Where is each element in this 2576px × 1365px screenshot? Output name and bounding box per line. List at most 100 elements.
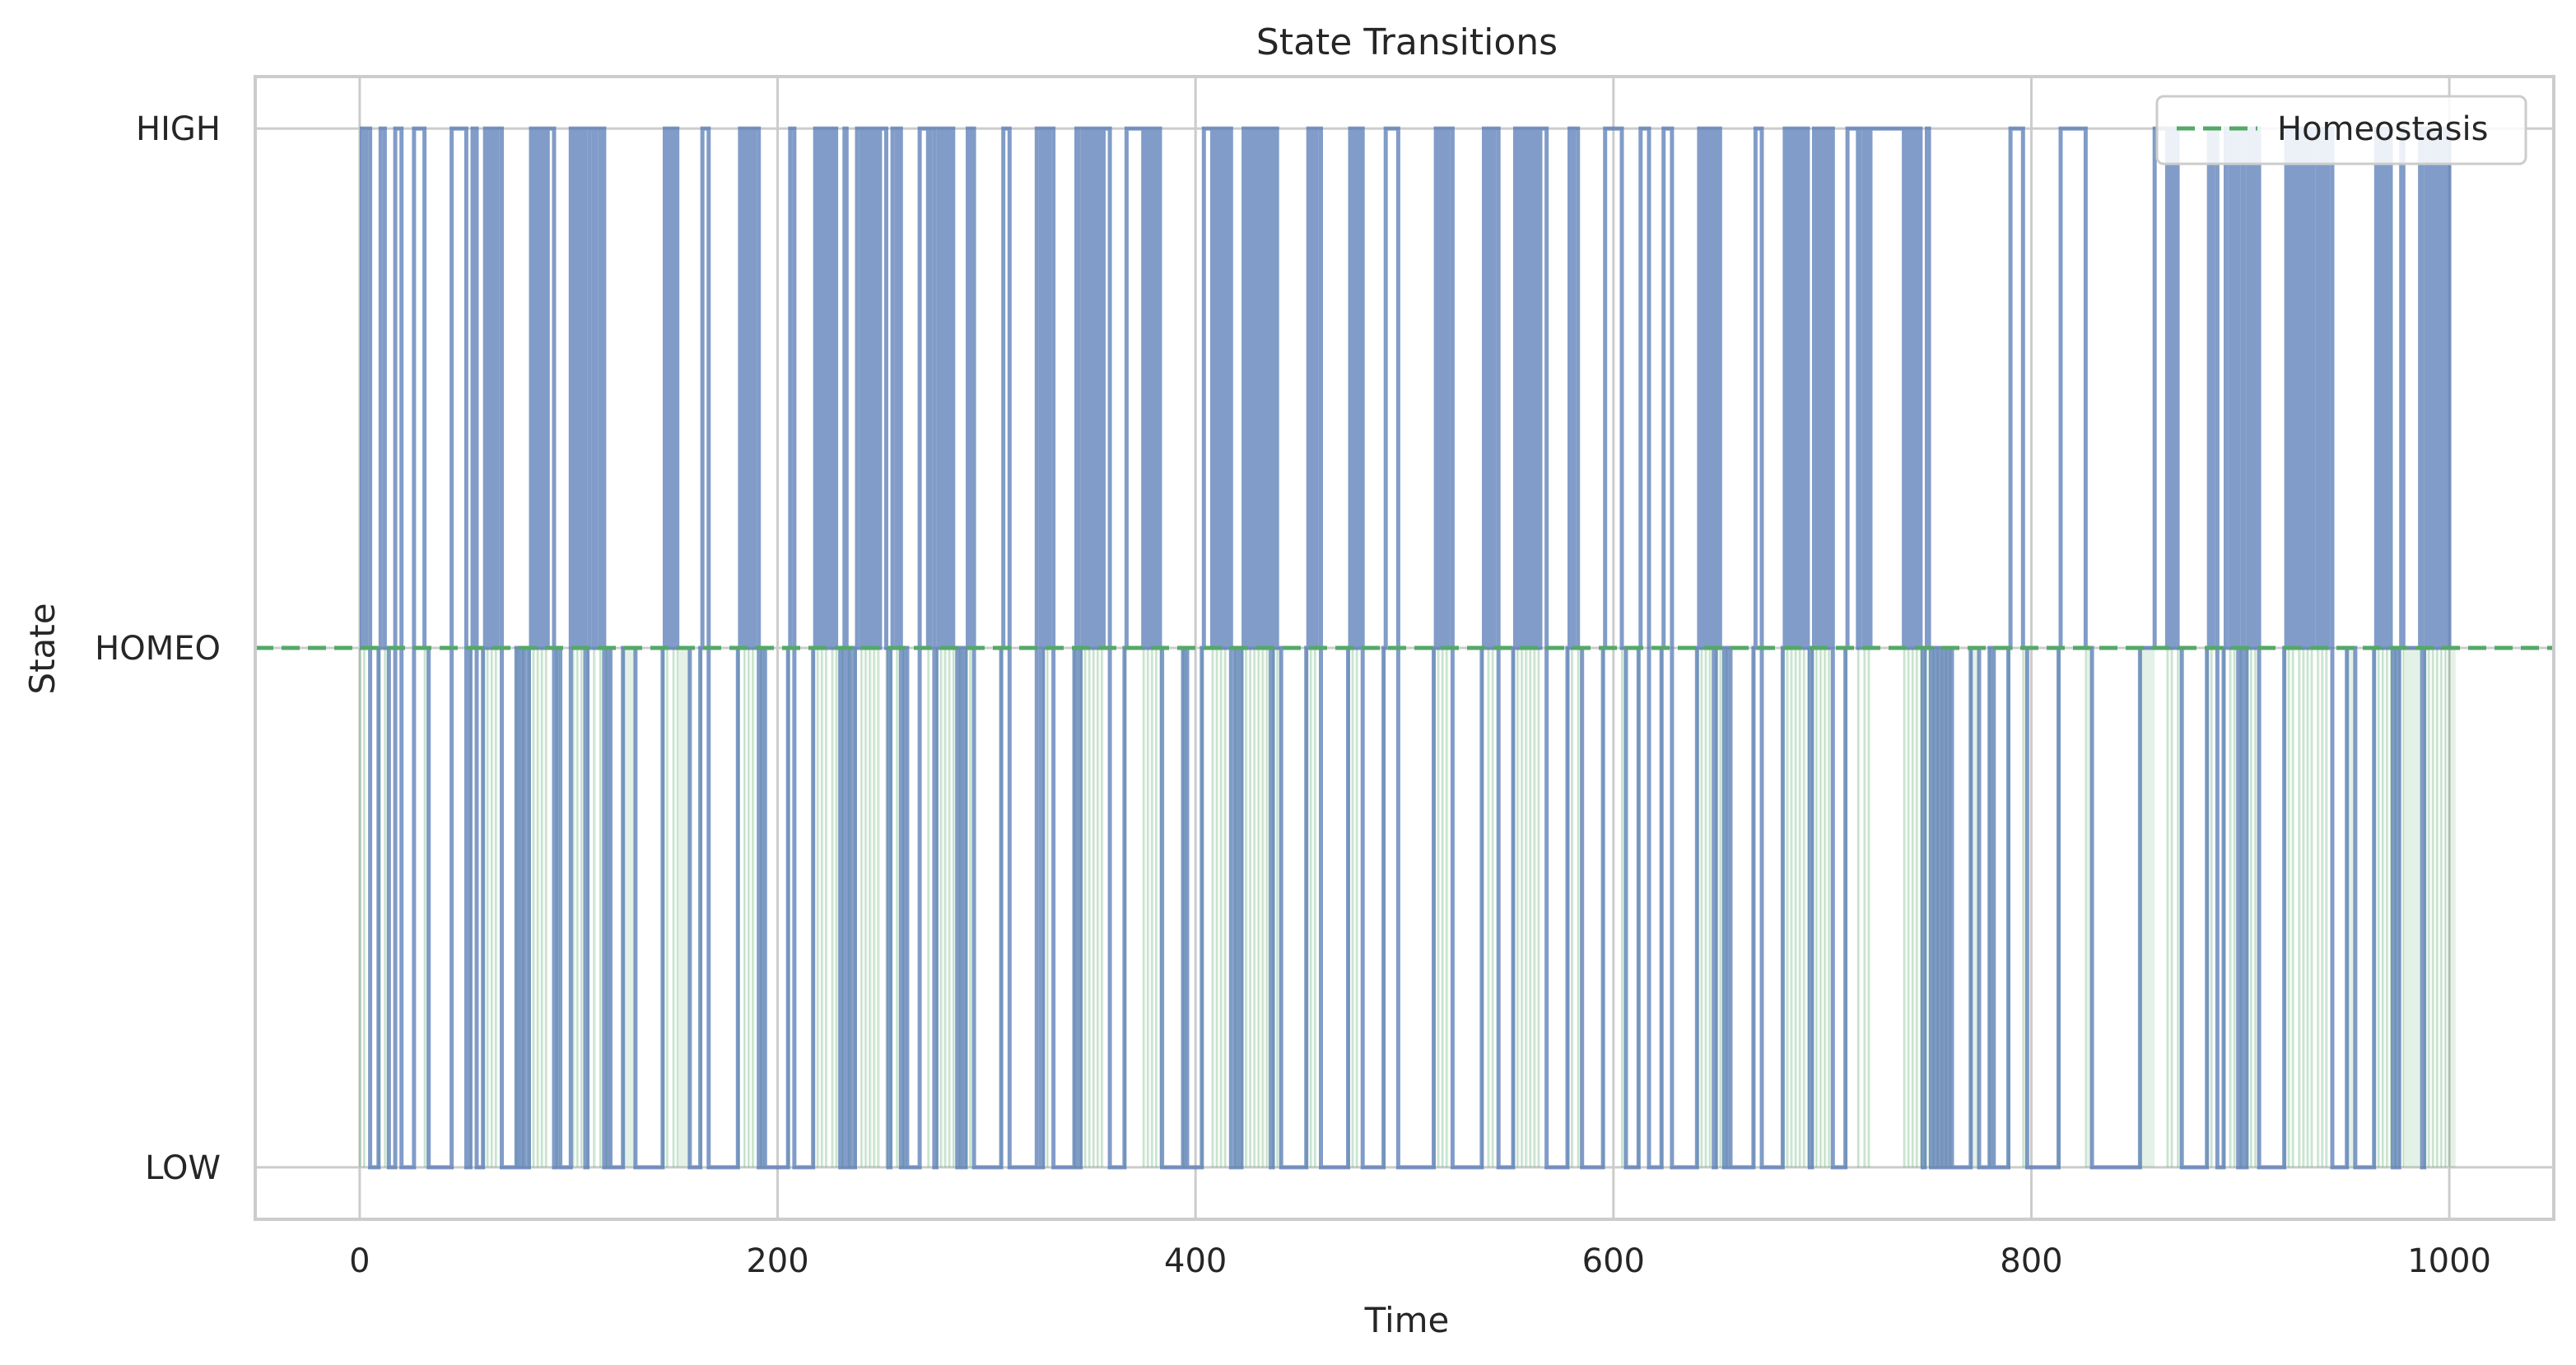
homeostasis-fill-span bbox=[359, 648, 362, 1167]
homeostasis-fill-span bbox=[1250, 648, 1252, 1167]
homeostasis-fill-span bbox=[1258, 648, 1260, 1167]
x-axis-ticks: 0 200 400 600 800 1000 bbox=[349, 1242, 2491, 1280]
homeostasis-fill-span bbox=[1970, 648, 1979, 1167]
homeostasis-fill-span bbox=[1538, 648, 1540, 1167]
homeostasis-fill-span bbox=[1828, 648, 1831, 1167]
homeostasis-fill-span bbox=[1262, 648, 1265, 1167]
homeostasis-fill-span bbox=[2403, 648, 2420, 1167]
homeostasis-fill-span bbox=[2292, 648, 2295, 1167]
homeostasis-fill-span bbox=[944, 648, 948, 1167]
homeostasis-fill-span bbox=[487, 648, 490, 1167]
homeostasis-fill-span bbox=[667, 648, 669, 1167]
homeostasis-fill-span bbox=[572, 648, 575, 1167]
homeostasis-fill-span bbox=[1155, 648, 1158, 1167]
homeostasis-fill-span bbox=[1446, 648, 1449, 1167]
homeostasis-fill-span bbox=[2317, 648, 2320, 1167]
homeostasis-fill-span bbox=[2178, 648, 2182, 1167]
homeostasis-fill-span bbox=[576, 648, 580, 1167]
homeostasis-fill-span bbox=[2250, 648, 2253, 1167]
homeostasis-fill-span bbox=[1989, 648, 1994, 1167]
y-tick-label: LOW bbox=[145, 1149, 221, 1187]
homeostasis-fill-span bbox=[1799, 648, 1802, 1167]
homeostasis-fill-span bbox=[2234, 648, 2237, 1167]
homeostasis-fill-span bbox=[1216, 648, 1219, 1167]
homeostasis-fill-span bbox=[1786, 648, 1790, 1167]
homeostasis-fill-span bbox=[953, 648, 957, 1167]
homeostasis-fill-span bbox=[825, 648, 828, 1167]
homeostasis-fill-span bbox=[928, 648, 930, 1167]
homeostasis-fill-span bbox=[902, 648, 907, 1167]
x-tick-label: 600 bbox=[1582, 1242, 1645, 1280]
homeostasis-fill-span bbox=[2440, 648, 2443, 1167]
homeostasis-fill-span bbox=[1534, 648, 1536, 1167]
homeostasis-fill-span bbox=[1224, 648, 1227, 1167]
homeostasis-fill-span bbox=[1726, 648, 1731, 1167]
homeostasis-fill-span bbox=[1709, 648, 1712, 1167]
homeostasis-fill-span bbox=[2167, 648, 2169, 1167]
homeostasis-fill-span bbox=[673, 648, 676, 1167]
homeostasis-fill-span bbox=[1151, 648, 1154, 1167]
homeostasis-fill-span bbox=[1097, 648, 1100, 1167]
homeostasis-fill-span bbox=[2311, 648, 2314, 1167]
homeostasis-fill-span bbox=[1246, 648, 1248, 1167]
homeostasis-fill-span bbox=[1705, 648, 1708, 1167]
homeostasis-fill-span bbox=[1488, 648, 1491, 1167]
homeostasis-fill-span bbox=[2210, 648, 2214, 1167]
x-tick-label: 0 bbox=[349, 1242, 370, 1280]
homeostasis-fill-span bbox=[1803, 648, 1806, 1167]
homeostasis-fill-span bbox=[2322, 648, 2324, 1167]
homeostasis-fill-span bbox=[897, 648, 899, 1167]
y-tick-label: HIGH bbox=[136, 110, 221, 148]
homeostasis-fill-span bbox=[2303, 648, 2305, 1167]
homeostasis-fill-span bbox=[2307, 648, 2310, 1167]
homeostasis-fill-span bbox=[599, 648, 603, 1167]
homeostasis-fill-span bbox=[831, 648, 835, 1167]
homeostasis-fill-span bbox=[1356, 648, 1359, 1167]
y-axis-ticks: LOW HOMEO HIGH bbox=[95, 110, 221, 1187]
homeostasis-fill-span bbox=[752, 648, 755, 1167]
homeostasis-fill-span bbox=[556, 648, 561, 1167]
homeostasis-fill-span bbox=[1916, 648, 1919, 1167]
homeostasis-fill-span bbox=[424, 648, 429, 1167]
homeostasis-fill-span bbox=[1212, 648, 1215, 1167]
x-axis-label: Time bbox=[1364, 1300, 1450, 1340]
homeostasis-fill-span bbox=[2171, 648, 2174, 1167]
homeostasis-fill-span bbox=[1492, 648, 1495, 1167]
homeostasis-fill-span bbox=[1530, 648, 1532, 1167]
homeostasis-fill-span bbox=[1442, 648, 1445, 1167]
homeostasis-fill-span bbox=[1816, 648, 1819, 1167]
homeostasis-fill-span bbox=[1526, 648, 1528, 1167]
homeostasis-fill-span bbox=[2288, 648, 2291, 1167]
homeostasis-fill-span bbox=[545, 648, 548, 1167]
homeostasis-fill-span bbox=[2436, 648, 2439, 1167]
homeostasis-fill-span bbox=[2386, 648, 2389, 1167]
homeostasis-fill-span bbox=[1864, 648, 1866, 1167]
homeostasis-fill-span bbox=[580, 648, 584, 1167]
homeostasis-fill-span bbox=[594, 648, 596, 1167]
homeostasis-fill-span bbox=[1143, 648, 1146, 1167]
homeostasis-fill-span bbox=[1314, 648, 1317, 1167]
homeostasis-fill-span bbox=[533, 648, 536, 1167]
homeostasis-fill-span bbox=[2255, 648, 2257, 1167]
homeostasis-fill-span bbox=[1084, 648, 1088, 1167]
homeostasis-fill-span bbox=[622, 648, 636, 1167]
homeostasis-fill-span bbox=[748, 648, 751, 1167]
homeostasis-fill-span bbox=[2428, 648, 2431, 1167]
legend-box bbox=[2155, 95, 2527, 165]
homeostasis-fill-span bbox=[1437, 648, 1441, 1167]
homeostasis-fill-span bbox=[761, 648, 766, 1167]
homeostasis-fill-span bbox=[1820, 648, 1823, 1167]
homeostasis-fill-span bbox=[948, 648, 952, 1167]
homeostasis-fill-span bbox=[970, 648, 972, 1167]
chart-title: State Transitions bbox=[1256, 21, 1558, 63]
homeostasis-fill-span bbox=[1795, 648, 1798, 1167]
homeostasis-fill-span bbox=[1046, 648, 1050, 1167]
homeostasis-fill-span bbox=[861, 648, 864, 1167]
plot-frame bbox=[254, 75, 2555, 1221]
homeostasis-fill-span bbox=[940, 648, 943, 1167]
legend: Homeostasis bbox=[2155, 95, 2527, 165]
homeostasis-fill-span bbox=[2432, 648, 2435, 1167]
homeostasis-fill-span bbox=[1147, 648, 1150, 1167]
homeostasis-fill-span bbox=[1235, 648, 1240, 1167]
homeostasis-fill-span bbox=[2445, 648, 2448, 1167]
